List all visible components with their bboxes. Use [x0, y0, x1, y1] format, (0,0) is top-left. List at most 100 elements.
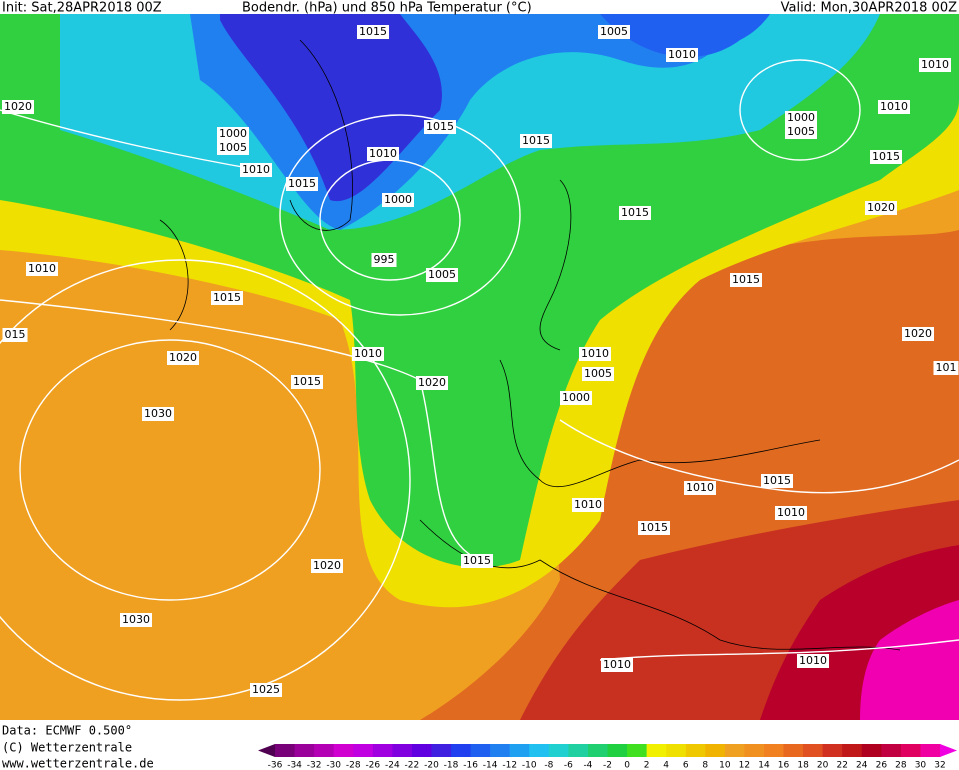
colorbar-box: [646, 744, 667, 757]
colorbar-label: 20: [817, 761, 829, 770]
label-box: [426, 268, 458, 282]
colorbar-label: -2: [603, 761, 612, 770]
isobar-label: 1010: [574, 498, 602, 511]
label-box: [142, 407, 174, 421]
isobar-label: 1010: [799, 654, 827, 667]
colorbar-box: [529, 744, 550, 757]
label-box: [352, 347, 384, 361]
colorbar-box: [783, 744, 804, 757]
label-box: [416, 376, 448, 390]
colorbar-label: -12: [502, 761, 517, 770]
isobar-label: 1010: [242, 163, 270, 176]
cold-north: [600, 14, 770, 58]
colorbar-label: 28: [895, 761, 907, 770]
isobar-label: 1015: [288, 177, 316, 190]
isobar-label: 1000: [384, 193, 412, 206]
label-box: [775, 506, 807, 520]
colorbar-box: [900, 744, 921, 757]
colorbar-box: [294, 744, 315, 757]
isobar-label: 1005: [219, 141, 247, 154]
colorbar-box: [548, 744, 569, 757]
colorbar-label: -14: [483, 761, 498, 770]
colorbar-box: [568, 744, 589, 757]
colorbar-label: 22: [836, 761, 847, 770]
colorbar-label: 26: [876, 761, 888, 770]
colorbar-box: [411, 744, 432, 757]
isobar-label: 1015: [872, 150, 900, 163]
isobar-label: 1010: [668, 48, 696, 61]
isobar-label: 1015: [640, 521, 668, 534]
isobar-label: 1000: [219, 127, 247, 140]
isobar-label: 1010: [28, 262, 56, 275]
isobar-labels: 1015 100510101010102010001005101010151015…: [2, 25, 959, 697]
isobar-label: 1005: [600, 25, 628, 38]
label-box: [26, 262, 58, 276]
isobar-label: 1005: [428, 268, 456, 281]
label-box: [785, 125, 817, 139]
isobar-label: 1005: [787, 125, 815, 138]
colorbar-box: [509, 744, 530, 757]
label-box: [878, 100, 910, 114]
label-box: [250, 683, 282, 697]
isobar-label: 1010: [777, 506, 805, 519]
colorbar-label: 2: [644, 761, 650, 770]
colorbar-box: [490, 744, 511, 757]
label-box: [933, 361, 959, 375]
label-box: [217, 127, 249, 141]
label-box: [582, 367, 614, 381]
label-box: [560, 391, 592, 405]
colorbar-box: [607, 744, 628, 757]
label-box: [666, 48, 698, 62]
colorbar-label: -32: [307, 761, 322, 770]
colorbar-label: 24: [856, 761, 868, 770]
isobar-label: 101: [936, 361, 957, 374]
label-box: [357, 25, 389, 39]
colorbar-box: [353, 744, 374, 757]
colorbar-box: [470, 744, 491, 757]
colorbar-end: [940, 744, 957, 757]
isobar-label: 1015: [732, 273, 760, 286]
label-box: [572, 498, 604, 512]
isobar-label: 1010: [921, 58, 949, 71]
colorbar-label: -30: [326, 761, 341, 770]
colorbar-box: [451, 744, 472, 757]
isobar-label: 1030: [144, 407, 172, 420]
colorbar-end: [258, 744, 275, 757]
isobar-label: 1015: [293, 375, 321, 388]
colorbar-box: [685, 744, 706, 757]
label-box: [865, 201, 897, 215]
isobar-label: 1015: [522, 134, 550, 147]
label-box: [382, 193, 414, 207]
map: 1015 100510101010102010001005101010151015…: [0, 14, 959, 720]
colorbar-box: [920, 744, 941, 757]
colorbar-label: -34: [287, 761, 302, 770]
label-box: [240, 163, 272, 177]
colorbar-label: 12: [739, 761, 750, 770]
isobar-label: 1000: [562, 391, 590, 404]
colorbar-label: -16: [463, 761, 478, 770]
isobar-label: 1010: [369, 147, 397, 160]
colorbar-label: -28: [346, 761, 361, 770]
colorbar-box: [803, 744, 824, 757]
colorbar-box: [724, 744, 745, 757]
label-box: [730, 273, 762, 287]
colorbar-box: [587, 744, 608, 757]
isobar-label: 1015: [426, 120, 454, 133]
colorbar: -36 -34 -32 -30 -28 -26 -24 -22 -20 -18 -16 -14 -12-…: [258, 744, 957, 770]
data-source: Data: ECMWF 0.500°: [2, 724, 132, 738]
label-box: [461, 554, 493, 568]
colorbar-label: 32: [934, 761, 945, 770]
label-box: [601, 658, 633, 672]
colorbar-label: 18: [797, 761, 809, 770]
label-box: [902, 327, 934, 341]
valid-time: Valid: Mon,30APR2018 00Z: [781, 1, 957, 16]
url: www.wetterzentrale.de: [2, 757, 154, 770]
colorbar-box: [666, 744, 687, 757]
isobar-label: 1005: [584, 367, 612, 380]
hottest-region: [860, 600, 959, 720]
copyright: (C) Wetterzentrale: [2, 741, 132, 755]
label-box: [211, 291, 243, 305]
isobar-label: 1010: [354, 347, 382, 360]
label-box: [367, 147, 399, 161]
label-box: [371, 253, 397, 267]
